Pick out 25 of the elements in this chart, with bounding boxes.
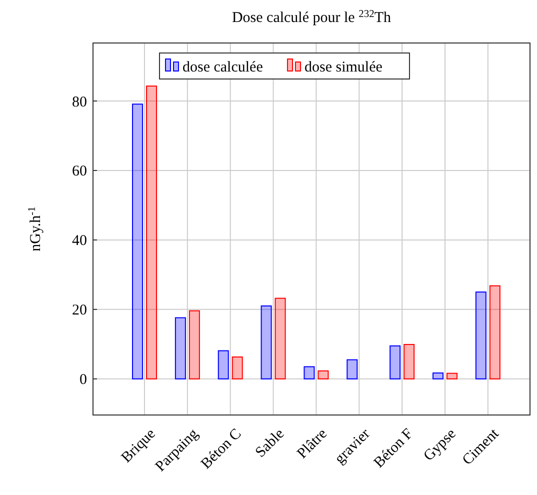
bar <box>132 104 144 380</box>
bar <box>404 344 415 380</box>
bar <box>304 366 315 380</box>
bar <box>346 359 358 380</box>
bar <box>489 285 500 380</box>
legend-label: dose simulée <box>304 59 383 76</box>
y-tick-label: 60 <box>72 164 87 180</box>
bar <box>432 372 444 380</box>
bar <box>188 310 200 380</box>
bar <box>475 292 486 380</box>
legend-label: dose calculée <box>182 59 264 76</box>
bar <box>218 350 229 380</box>
bar <box>260 305 272 380</box>
bar <box>232 356 243 380</box>
bar <box>146 86 158 380</box>
bar <box>174 317 186 380</box>
chart-title: Dose calculé pour le $^{232}$Th <box>232 8 392 26</box>
bar <box>446 372 458 380</box>
bar <box>274 298 286 380</box>
y-tick-label: 40 <box>72 233 87 250</box>
bar <box>390 345 401 380</box>
y-tick-label: 20 <box>72 302 87 319</box>
bar <box>318 370 329 380</box>
y-tick-label: 0 <box>80 372 87 388</box>
y-tick-label: 80 <box>72 94 87 110</box>
